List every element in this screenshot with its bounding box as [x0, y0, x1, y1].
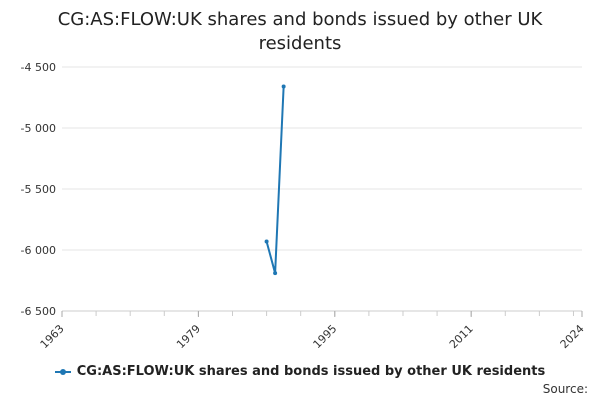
x-axis: 1963 1979 1995 2011 2024	[38, 311, 587, 351]
x-tick-label-4: 2024	[558, 322, 587, 351]
y-axis: -4 500 -5 000 -5 500 -6 000 -6 500	[21, 61, 56, 318]
y-tick-label-4: -6 500	[21, 305, 56, 318]
chart-title-line-1: CG:AS:FLOW:UK shares and bonds issued by…	[57, 9, 543, 30]
x-tick-label-0: 1963	[38, 322, 67, 351]
y-tick-label-1: -5 000	[21, 122, 56, 135]
y-tick-label-0: -4 500	[21, 61, 56, 74]
x-tick-label-3: 2011	[447, 322, 476, 351]
data-point-0-1[interactable]	[273, 271, 278, 276]
series-line-0	[265, 86, 285, 275]
source-label: Source:	[542, 382, 588, 396]
series-layer	[264, 84, 286, 276]
y-tick-label-2: -5 500	[21, 183, 56, 196]
chart-title: CG:AS:FLOW:UK shares and bonds issued by…	[0, 8, 600, 56]
data-point-0-0[interactable]	[264, 239, 269, 244]
legend-swatch	[54, 368, 71, 375]
chart-title-line-2: residents	[258, 33, 342, 54]
legend-label: CG:AS:FLOW:UK shares and bonds issued by…	[76, 364, 546, 379]
legend[interactable]: CG:AS:FLOW:UK shares and bonds issued by…	[0, 364, 600, 379]
x-tick-label-2: 1995	[311, 322, 340, 351]
y-tick-label-3: -6 000	[21, 244, 56, 257]
data-point-0-2[interactable]	[281, 84, 286, 89]
grid	[62, 66, 582, 312]
x-tick-label-1: 1979	[174, 322, 203, 351]
